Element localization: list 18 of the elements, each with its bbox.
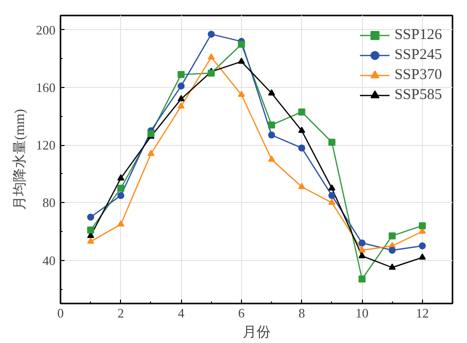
legend-label: SSP370 — [394, 66, 442, 84]
x-tick-label: 10 — [356, 306, 369, 320]
x-axis-title: 月份 — [242, 324, 270, 340]
legend-label: SSP245 — [394, 46, 442, 64]
y-tick-label: 80 — [42, 195, 56, 210]
x-tick-label: 8 — [298, 306, 305, 320]
x-tick-label: 4 — [178, 306, 185, 320]
x-tick-label: 6 — [238, 306, 246, 320]
x-tick-label: 0 — [57, 306, 64, 320]
y-tick-label: 160 — [36, 80, 56, 95]
y-tick-label: 200 — [36, 22, 56, 38]
y-tick-label: 120 — [36, 138, 56, 153]
y-tick-label: 40 — [42, 252, 56, 268]
legend-label: SSP585 — [394, 86, 442, 104]
legend-label: SSP126 — [394, 26, 442, 44]
y-axis-title: 月均降水量(mm) — [12, 108, 28, 210]
x-tick-label: 2 — [118, 306, 124, 320]
x-tick-label: 12 — [416, 306, 429, 320]
